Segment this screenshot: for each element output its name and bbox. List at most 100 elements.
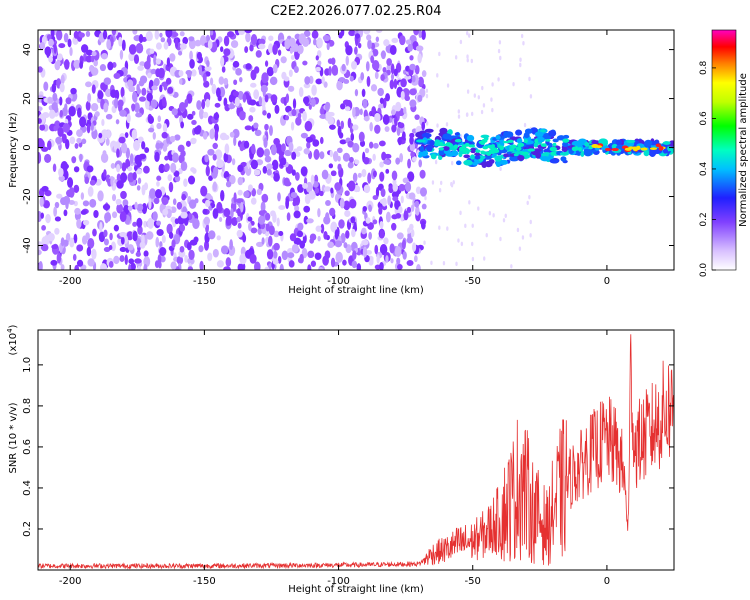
spectrogram-noise-blob xyxy=(202,72,207,83)
spectrogram-noise-blob xyxy=(419,169,426,179)
spectrogram-noise-blob xyxy=(418,30,422,39)
spectrogram-noise-blob xyxy=(247,184,253,192)
top-y-tick-label: -40 xyxy=(22,237,33,253)
spectrogram-noise-blob xyxy=(52,92,58,102)
spectrogram-noise-blob xyxy=(110,89,117,98)
spectrogram-noise-blob xyxy=(185,69,193,76)
spectrogram-signal-blob xyxy=(472,161,478,166)
spectrogram-noise-blob xyxy=(316,37,323,49)
spectrogram-signal-blob xyxy=(662,141,671,145)
spectrogram-noise-blob xyxy=(170,261,177,270)
spectrogram-signal-blob xyxy=(584,142,590,148)
spectrogram-noise-blob xyxy=(170,31,179,38)
spectrogram-noise-blob xyxy=(68,199,76,206)
spectrogram-noise-blob xyxy=(68,106,76,117)
spectrogram-noise-blob xyxy=(343,242,348,249)
spectrogram-noise-blob xyxy=(409,88,417,96)
spectrogram-noise-blob xyxy=(260,201,266,213)
spectrogram-noise-blob xyxy=(225,215,233,226)
spectrogram-noise-blob xyxy=(225,181,232,188)
spectrogram-noise-blob xyxy=(372,170,377,178)
spectrogram-noise-blob xyxy=(113,224,119,232)
spectrogram-noise-blob xyxy=(291,243,299,253)
spectrogram-noise-blob xyxy=(294,171,300,181)
top-x-tick-label: -200 xyxy=(59,276,82,287)
spectrogram-noise-blob xyxy=(67,38,72,48)
spectrogram-noise-blob xyxy=(415,205,420,216)
spectrogram-noise-blob xyxy=(398,206,403,214)
spectrogram-sparse-blob xyxy=(438,51,441,57)
spectrogram-noise-blob xyxy=(378,140,386,147)
spectrogram-sparse-blob xyxy=(483,256,486,261)
spectrogram-noise-blob xyxy=(188,199,197,209)
spectrogram-noise-blob xyxy=(302,182,309,189)
spectrogram-signal-blob xyxy=(469,147,477,154)
spectrogram-noise-blob xyxy=(87,258,95,267)
top-x-tick-label: -50 xyxy=(465,276,481,287)
spectrogram-noise-blob xyxy=(143,165,150,174)
spectrogram-noise-blob xyxy=(372,153,376,161)
spectrogram-noise-blob xyxy=(414,200,420,208)
spectrogram-signal-blob xyxy=(499,159,508,165)
spectrogram-noise-blob xyxy=(138,34,144,44)
spectrogram-noise-blob xyxy=(113,97,119,109)
spectrogram-noise-blob xyxy=(239,143,245,152)
spectrogram-noise-blob xyxy=(253,122,259,129)
spectrogram-noise-blob xyxy=(298,33,307,45)
spectrogram-sparse-blob xyxy=(436,123,439,128)
spectrogram-noise-blob xyxy=(402,177,409,184)
spectrogram-noise-blob xyxy=(237,164,244,173)
spectrogram-noise-blob xyxy=(176,255,184,265)
spectrogram-noise-blob xyxy=(285,115,290,121)
spectrogram-noise-blob xyxy=(178,101,186,113)
spectrogram-noise-blob xyxy=(155,58,161,65)
spectrogram-signal-blob xyxy=(560,156,567,162)
spectrogram-noise-blob xyxy=(159,32,163,38)
spectrogram-noise-blob xyxy=(332,151,339,162)
spectrogram-noise-blob xyxy=(264,155,272,163)
spectrogram-noise-blob xyxy=(188,249,195,260)
spectrogram-sparse-blob xyxy=(450,160,454,166)
spectrogram-noise-blob xyxy=(232,60,240,68)
spectrogram-noise-blob xyxy=(105,113,113,120)
spectrogram-noise-blob xyxy=(194,198,199,204)
spectrogram-noise-blob xyxy=(421,30,426,41)
spectrogram-noise-blob xyxy=(161,235,166,244)
spectrogram-noise-blob xyxy=(38,260,43,270)
spectrogram-sparse-blob xyxy=(481,85,484,91)
spectrogram-noise-blob xyxy=(169,53,176,62)
spectrogram-noise-blob xyxy=(274,104,280,114)
spectrogram-noise-blob xyxy=(231,158,236,166)
spectrogram-noise-blob xyxy=(116,163,121,173)
snr-marks xyxy=(38,334,674,570)
spectrogram-noise-blob xyxy=(251,143,256,155)
spectrogram-noise-blob xyxy=(156,220,161,226)
spectrogram-peak-blob xyxy=(464,142,470,147)
spectrogram-noise-blob xyxy=(173,170,180,177)
spectrogram-noise-blob xyxy=(158,102,163,108)
spectrogram-noise-blob xyxy=(87,186,94,197)
spectrogram-noise-blob xyxy=(348,30,356,37)
spectrogram-noise-blob xyxy=(342,259,347,266)
spectrogram-noise-blob xyxy=(211,83,217,95)
spectrogram-noise-blob xyxy=(56,60,61,66)
spectrogram-peak-blob xyxy=(508,149,515,152)
spectrogram-noise-blob xyxy=(349,75,354,82)
spectrogram-noise-blob xyxy=(407,43,414,52)
bottom-x-ticks: -200 -150 -100 -50 0 xyxy=(59,330,610,587)
spectrogram-noise-blob xyxy=(356,186,361,193)
spectrogram-noise-blob xyxy=(223,266,231,270)
spectrogram-noise-blob xyxy=(356,263,362,270)
spectrogram-noise-blob xyxy=(152,211,158,221)
spectrogram-noise-blob xyxy=(128,258,135,265)
spectrogram-noise-blob xyxy=(85,81,92,88)
spectrogram-sparse-blob xyxy=(473,93,477,98)
spectrogram-signal-blob xyxy=(533,148,542,153)
spectrogram-peak-blob xyxy=(578,146,582,152)
spectrogram-noise-blob xyxy=(310,174,315,185)
spectrogram-noise-blob xyxy=(365,61,370,72)
spectrogram-noise-blob xyxy=(200,185,208,197)
spectrogram-noise-blob xyxy=(100,152,109,163)
spectrogram-noise-blob xyxy=(325,200,331,207)
